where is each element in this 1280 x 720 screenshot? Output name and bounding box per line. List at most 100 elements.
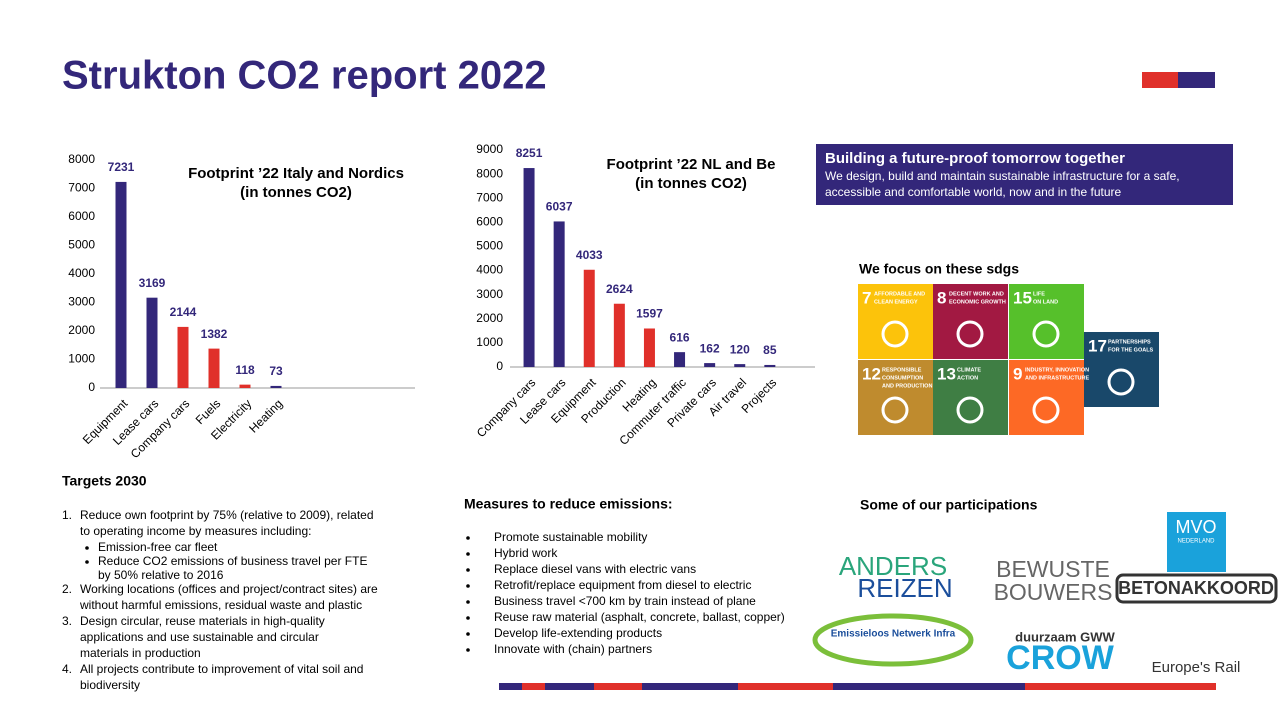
- box-heading: Building a future-proof tomorrow togethe…: [825, 150, 1125, 167]
- target-subtext: by 50% relative to 2016: [98, 568, 224, 582]
- target-text: Working locations (offices and project/c…: [80, 582, 378, 596]
- logo-text: MVO: [1175, 517, 1216, 537]
- target-subtext: Reduce CO2 emissions of business travel …: [98, 554, 367, 568]
- bar: [583, 269, 595, 367]
- target-text: without harmful emissions, residual wast…: [79, 598, 362, 612]
- value-label: 1597: [636, 307, 663, 321]
- logo-mvo: [1167, 512, 1226, 572]
- bullet: [466, 536, 470, 540]
- bar: [643, 328, 655, 367]
- bullet: [466, 600, 470, 604]
- sdg-label: CLEAN ENERGY: [874, 299, 918, 305]
- sdg-number: 8: [937, 288, 946, 307]
- sdg-icon: [1032, 320, 1060, 348]
- bar: [553, 221, 565, 367]
- y-tick-label: 2000: [476, 311, 503, 325]
- y-tick-label: 3000: [68, 295, 95, 309]
- sdg-label: RESPONSIBLE: [882, 367, 922, 373]
- sdg-icon: [881, 320, 909, 348]
- logo-text: BOUWERS: [994, 579, 1113, 605]
- sdg-number: 9: [1013, 364, 1022, 383]
- y-tick-label: 8000: [476, 166, 503, 180]
- y-tick-label: 9000: [476, 142, 503, 156]
- measure-item: Hybrid work: [494, 546, 558, 560]
- measure-item: Business travel <700 km by train instead…: [494, 594, 756, 608]
- x-tick-label: Heating: [246, 396, 285, 435]
- target-text: Design circular, reuse materials in high…: [80, 614, 325, 628]
- chart-subtitle: (in tonnes CO2): [635, 175, 747, 192]
- target-text: applications and use sustainable and cir…: [80, 630, 319, 644]
- y-tick-label: 4000: [476, 263, 503, 277]
- sdg-icon: [1032, 396, 1060, 424]
- logo-beton: [1115, 573, 1278, 604]
- bar: [734, 364, 746, 367]
- sdg-label: ECONOMIC GROWTH: [949, 299, 1006, 305]
- target-subtext: Emission-free car fleet: [98, 540, 218, 554]
- y-tick-label: 1000: [476, 335, 503, 349]
- y-tick-label: 1000: [68, 352, 95, 366]
- sdg-label: ACTION: [957, 375, 978, 381]
- logo-text: Emissieloos Netwerk Infra: [831, 629, 956, 640]
- mission-box: [816, 144, 1233, 205]
- decor-bar: [1025, 683, 1216, 690]
- logo-text: Europe's Rail: [1152, 659, 1241, 676]
- bullet: [466, 552, 470, 556]
- bar: [115, 181, 127, 388]
- bar: [613, 303, 625, 367]
- target-text: materials in production: [80, 646, 201, 660]
- bullet: [466, 648, 470, 652]
- bullet: [466, 632, 470, 636]
- measure-item: Promote sustainable mobility: [494, 530, 647, 544]
- measure-item: Develop life-extending products: [494, 626, 662, 640]
- decor-bar: [499, 683, 522, 690]
- decor-bar: [738, 683, 833, 690]
- sdg-number: 17: [1088, 336, 1107, 355]
- measure-item: Retrofit/replace equipment from diesel t…: [494, 578, 751, 592]
- value-label: 6037: [546, 200, 573, 214]
- y-tick-label: 7000: [68, 181, 95, 195]
- logo-text: BETONAKKOORD: [1118, 578, 1274, 598]
- sdg-label: AND INFRASTRUCTURE: [1025, 375, 1089, 381]
- sdg-number: 12: [862, 364, 881, 383]
- bottom-decor: [499, 683, 1216, 690]
- decor-bar: [1178, 72, 1215, 88]
- decor-bar: [833, 683, 1025, 690]
- sdg-label: CONSUMPTION: [882, 375, 923, 381]
- y-tick-label: 2000: [68, 323, 95, 337]
- value-label: 8251: [516, 146, 543, 160]
- chart-title: Footprint ’22 NL and Be: [607, 156, 776, 173]
- sdg-number: 15: [1013, 288, 1032, 307]
- sdg-icon: [956, 396, 984, 424]
- target-text: biodiversity: [80, 678, 140, 692]
- sdg-label: AND PRODUCTION: [882, 383, 932, 389]
- sdg-label: FOR THE GOALS: [1108, 347, 1154, 353]
- y-tick-label: 7000: [476, 190, 503, 204]
- value-label: 73: [269, 364, 283, 378]
- logo-ring: [812, 613, 974, 667]
- value-label: 3169: [139, 276, 166, 290]
- bullet: [85, 546, 89, 550]
- sdg-label: DECENT WORK AND: [949, 291, 1004, 297]
- decor-bar: [642, 683, 738, 690]
- value-label: 120: [730, 342, 750, 356]
- sdg-label: LIFE: [1033, 291, 1045, 297]
- measure-item: Reuse raw material (asphalt, concrete, b…: [494, 610, 785, 624]
- value-label: 118: [235, 363, 255, 377]
- list-marker: 2.: [62, 582, 72, 596]
- y-tick-label: 5000: [68, 238, 95, 252]
- decor-bar: [545, 683, 594, 690]
- measure-item: Innovate with (chain) partners: [494, 642, 652, 656]
- bar: [704, 363, 716, 367]
- logo-text: CROW: [1006, 639, 1115, 677]
- sdg-label: PARTNERSHIPS: [1108, 339, 1151, 345]
- sdg-number: 13: [937, 364, 956, 383]
- sdg-label: ON LAND: [1033, 299, 1058, 305]
- chart-subtitle: (in tonnes CO2): [240, 184, 352, 201]
- measures-heading: Measures to reduce emissions:: [464, 496, 673, 512]
- value-label: 1382: [201, 327, 228, 341]
- list-marker: 3.: [62, 614, 72, 628]
- value-label: 2624: [606, 282, 633, 296]
